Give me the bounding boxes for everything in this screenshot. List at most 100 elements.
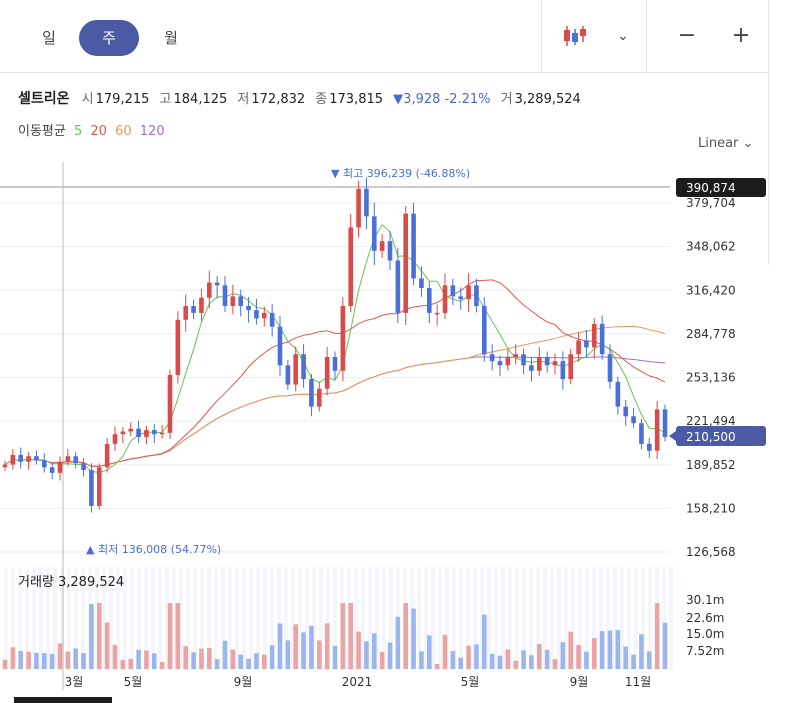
tab-day[interactable]: 일: [42, 29, 56, 47]
volume-bar: [560, 642, 566, 669]
time-tick: 11월: [625, 675, 651, 689]
stock-name: 셀트리온: [18, 91, 70, 107]
volume-grid: [571, 567, 575, 670]
volume-grid: [18, 567, 22, 670]
candle-body: [434, 312, 440, 315]
volume-grid: [109, 567, 113, 670]
candlestick-icon[interactable]: [556, 18, 596, 54]
volume-bar: [395, 616, 401, 669]
volume-bar: [104, 622, 110, 669]
volume-grid: [557, 567, 561, 670]
volume-bar: [584, 651, 589, 669]
price-tick: 316,420: [686, 283, 736, 297]
candle-body: [65, 456, 71, 462]
volume-grid: [186, 567, 190, 670]
volume-grid: [151, 567, 155, 670]
volume-tick: 7.52m: [686, 644, 724, 658]
candle-body: [387, 241, 393, 261]
price-tick: 126,568: [686, 545, 736, 559]
low-annotation: ▲ 최저 136,008 (54.77%): [86, 543, 221, 556]
volume-bar: [599, 631, 605, 669]
volume-bar: [379, 651, 385, 669]
ma-20[interactable]: 20: [90, 124, 107, 139]
volume-bar: [269, 645, 275, 669]
scale-select[interactable]: Linear ⌄: [698, 136, 753, 151]
candle-body: [301, 354, 306, 380]
volume-grid: [235, 567, 239, 670]
candle-body: [458, 296, 464, 300]
zoom-in-button[interactable]: +: [731, 23, 751, 48]
current-price-pointer: [669, 431, 676, 441]
volume-grid: [312, 567, 316, 670]
volume-bar: [426, 635, 432, 669]
candle-body: [474, 285, 479, 306]
zoom-out-button[interactable]: −: [677, 23, 697, 48]
candle-body: [599, 323, 605, 355]
candle-body: [73, 456, 79, 464]
volume-grid: [445, 567, 449, 670]
volume-grid: [536, 567, 540, 670]
candle-body: [206, 282, 212, 298]
volume-bar: [364, 641, 369, 669]
candle-body: [529, 365, 534, 371]
ma-5-line: [4, 224, 666, 474]
volume-bar: [230, 649, 236, 669]
volume-bar: [65, 651, 71, 669]
volume-grid: [214, 567, 218, 670]
volume-value: 3,289,524: [514, 92, 581, 107]
volume-bar: [568, 631, 574, 669]
candle-body: [254, 310, 259, 319]
volume-bar: [466, 645, 471, 669]
tab-week[interactable]: 주: [79, 20, 139, 56]
tab-month[interactable]: 월: [164, 29, 178, 47]
volume-bar: [576, 644, 581, 669]
volume-grid: [662, 567, 666, 670]
volume-bar: [41, 653, 47, 669]
candle-body: [324, 357, 330, 389]
candle-body: [246, 305, 251, 311]
ma-120[interactable]: 120: [139, 124, 165, 139]
volume-grid: [165, 567, 169, 670]
volume-bar: [167, 603, 173, 669]
volume-bar: [89, 604, 94, 669]
volume-grid: [4, 567, 8, 670]
candle-body: [261, 312, 267, 319]
volume-bar: [2, 659, 8, 669]
volume-grid: [270, 567, 274, 670]
ma-20-line: [4, 279, 666, 467]
ma-5[interactable]: 5: [73, 124, 83, 139]
candle-body: [96, 467, 102, 506]
volume-grid: [368, 567, 372, 670]
volume-label: 거: [500, 92, 513, 107]
volume-bar: [639, 634, 644, 669]
chevron-down-icon[interactable]: ⌄: [617, 28, 629, 44]
candle-body: [521, 354, 526, 366]
crosshair-price-badge: [676, 178, 766, 197]
current-price-badge: [676, 426, 766, 446]
volume-grid: [53, 567, 57, 670]
ma-60[interactable]: 60: [115, 124, 132, 139]
volume-grid: [179, 567, 183, 670]
volume-bar: [631, 654, 636, 669]
volume-grid: [382, 567, 386, 670]
volume-grid: [193, 567, 197, 670]
panel-edge: [768, 0, 769, 265]
volume-panel: [2, 567, 673, 670]
volume-panel-label: 거래량 3,289,524: [18, 575, 124, 590]
candle-body: [639, 423, 644, 444]
candle-body: [191, 305, 196, 313]
candle-body: [379, 241, 385, 251]
candle-body: [120, 431, 126, 435]
volume-bar: [662, 622, 668, 669]
volume-bar: [238, 654, 244, 669]
candle-body: [230, 296, 236, 306]
volume-bar: [646, 651, 652, 669]
volume-grid: [592, 567, 596, 670]
candle-body: [426, 288, 432, 313]
price-tick: 221,494: [686, 414, 736, 428]
volume-bar: [489, 653, 495, 669]
volume-bar: [332, 645, 338, 669]
candle-body: [591, 323, 597, 348]
change-value: ▼3,928 -2.21%: [393, 92, 491, 107]
